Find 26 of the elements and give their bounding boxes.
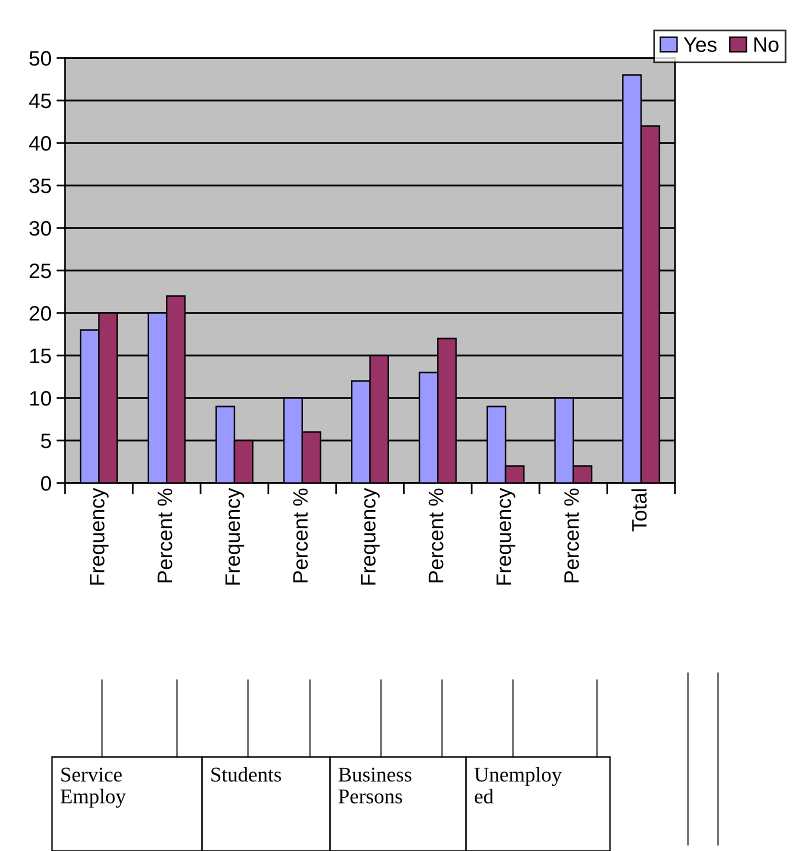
- y-tick-label: 45: [29, 94, 51, 108]
- text: Unemploy ed: [474, 767, 562, 804]
- x-tick-label: Percent %: [564, 488, 579, 582]
- y-tick-label: 15: [30, 348, 51, 364]
- x-tick-label: Total: [631, 489, 647, 532]
- text: Business Persons: [338, 768, 412, 804]
- x-tick-label: Frequency: [226, 488, 244, 585]
- text: Service Employ: [60, 768, 126, 808]
- legend-label: Yes: [684, 37, 717, 52]
- y-tick-label: 0: [41, 476, 51, 491]
- x-tick-label: Percent %: [293, 488, 308, 582]
- text: Students: [211, 767, 282, 782]
- y-tick-label: 50: [29, 51, 51, 66]
- x-tick-label: Percent %: [158, 488, 172, 582]
- x-tick-label: Frequency: [496, 488, 516, 585]
- y-tick-label: 5: [41, 434, 51, 448]
- y-tick-label: 25: [30, 264, 51, 278]
- y-tick-label: 20: [30, 306, 51, 321]
- y-tick-label: 40: [29, 136, 51, 151]
- x-tick-label: Frequency: [361, 488, 380, 585]
- y-tick-label: 35: [29, 178, 51, 194]
- x-tick-label: Frequency: [90, 488, 109, 585]
- y-tick-label: 10: [30, 391, 51, 406]
- legend-label: No: [754, 37, 778, 52]
- x-tick-label: Percent %: [428, 488, 444, 582]
- y-tick-label: 30: [29, 221, 51, 236]
